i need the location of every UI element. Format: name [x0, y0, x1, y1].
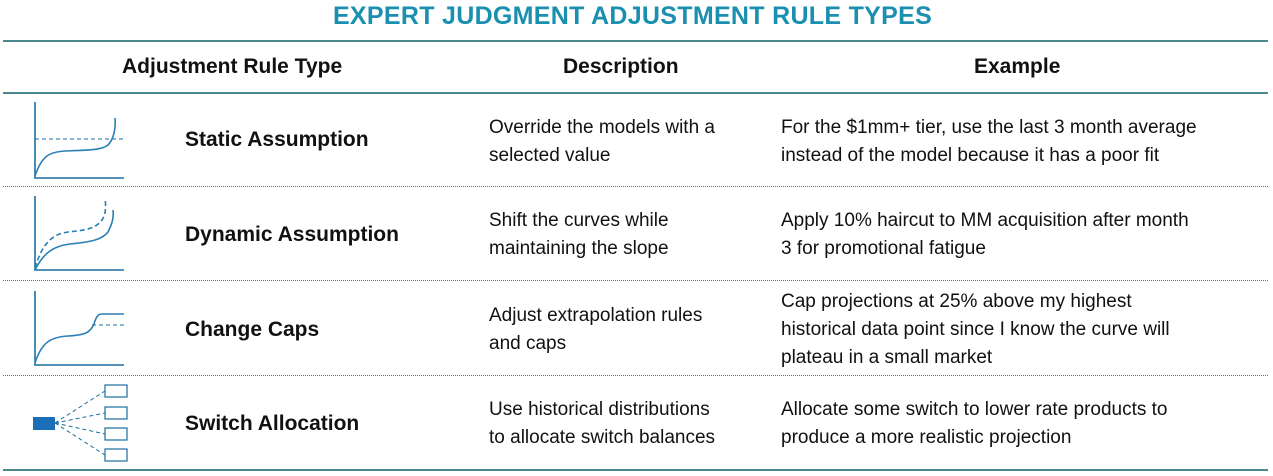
allocation-tree-icon [33, 384, 128, 462]
header-rule-type: Adjustment Rule Type [122, 55, 343, 78]
capped-curve-icon [34, 291, 124, 366]
description-line: Override the models with a [489, 117, 715, 138]
dynamic-curve-icon [34, 196, 124, 271]
example-line: Apply 10% haircut to MM acquisition afte… [781, 210, 1189, 231]
row-description: Use historical distributions to allocate… [489, 396, 759, 452]
description-line: maintaining the slope [489, 238, 669, 259]
description-line: selected value [489, 145, 611, 166]
example-line: plateau in a small market [781, 347, 993, 368]
row-example: Allocate some switch to lower rate produ… [781, 396, 1261, 452]
description-line: Use historical distributions [489, 399, 710, 420]
description-line: Adjust extrapolation rules [489, 305, 703, 326]
row-name: Dynamic Assumption [185, 223, 399, 246]
row-name: Static Assumption [185, 128, 369, 151]
description-line: and caps [489, 333, 567, 354]
row-name: Switch Allocation [185, 412, 360, 435]
example-line: instead of the model because it has a po… [781, 145, 1160, 166]
example-line: 3 for promotional fatigue [781, 238, 986, 259]
bottom-rule [3, 469, 1268, 471]
example-line: Cap projections at 25% above my highest [781, 291, 1132, 312]
row-description: Shift the curves while maintaining the s… [489, 207, 759, 263]
row-example: Apply 10% haircut to MM acquisition afte… [781, 207, 1261, 263]
row-divider [3, 280, 1268, 281]
description-line: Shift the curves while [489, 210, 669, 231]
static-curve-icon [34, 102, 124, 179]
header-description: Description [563, 55, 679, 78]
top-rule [3, 40, 1268, 42]
row-description: Adjust extrapolation rules and caps [489, 302, 759, 358]
description-line: to allocate switch balances [489, 427, 716, 448]
row-description: Override the models with a selected valu… [489, 114, 759, 170]
page-title: EXPERT JUDGMENT ADJUSTMENT RULE TYPES [332, 2, 933, 30]
example-line: historical data point since I know the c… [781, 319, 1170, 340]
header-example: Example [974, 55, 1061, 78]
row-example: For the $1mm+ tier, use the last 3 month… [781, 114, 1261, 170]
example-line: produce a more realistic projection [781, 427, 1072, 448]
row-divider [3, 375, 1268, 376]
header-rule [3, 92, 1268, 94]
row-example: Cap projections at 25% above my highest … [781, 288, 1261, 372]
row-name: Change Caps [185, 318, 320, 341]
example-line: Allocate some switch to lower rate produ… [781, 399, 1168, 420]
row-divider [3, 186, 1268, 187]
example-line: For the $1mm+ tier, use the last 3 month… [781, 117, 1197, 138]
